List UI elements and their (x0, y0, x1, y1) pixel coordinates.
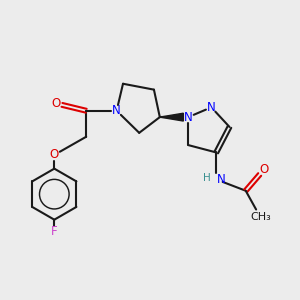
Text: N: N (112, 104, 121, 117)
Text: O: O (259, 163, 268, 176)
Text: H: H (202, 173, 210, 184)
Text: N: N (217, 173, 226, 186)
Text: O: O (50, 148, 59, 161)
Text: O: O (51, 97, 60, 110)
Polygon shape (160, 113, 183, 121)
Text: N: N (207, 101, 216, 114)
Text: N: N (184, 111, 193, 124)
Text: F: F (51, 226, 58, 238)
Text: CH₃: CH₃ (250, 212, 271, 222)
